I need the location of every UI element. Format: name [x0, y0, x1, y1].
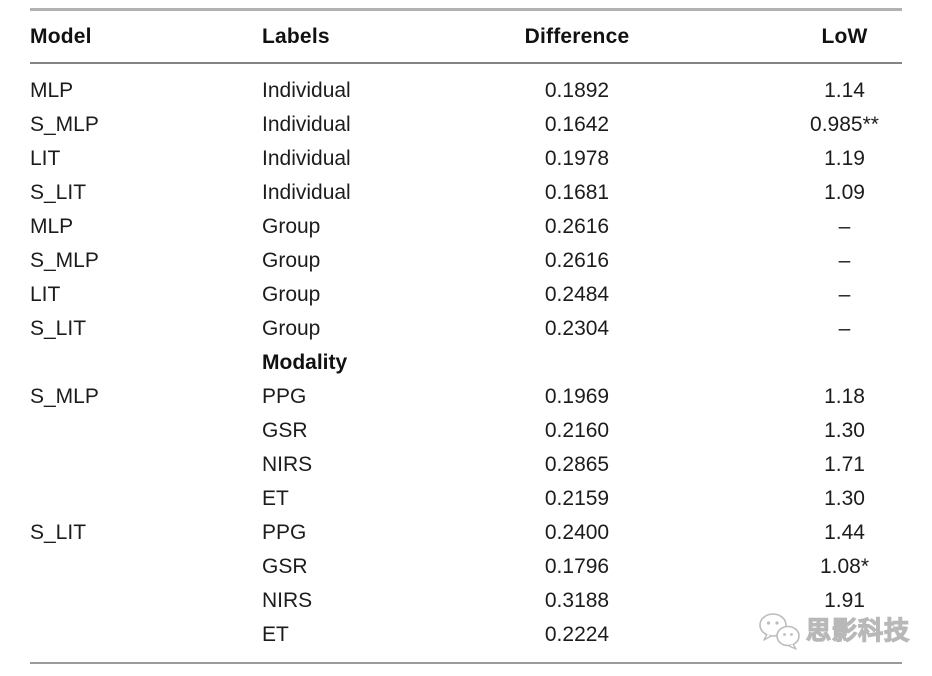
cell-difference: 0.1969 — [544, 385, 610, 408]
table-row: S_MLP Group 0.2616 – — [30, 244, 902, 278]
table-row: LIT Group 0.2484 – — [30, 278, 902, 312]
table-row: Modality — [30, 346, 902, 380]
column-header-model: Model — [30, 24, 92, 48]
table-row: S_LIT Group 0.2304 – — [30, 312, 902, 346]
table-row: NIRS 0.3188 1.91 — [30, 584, 902, 618]
cell-labels: Individual — [262, 147, 351, 170]
cell-labels: NIRS — [262, 453, 313, 476]
cell-difference: 0.1978 — [544, 147, 610, 170]
cell-labels: Modality — [262, 351, 348, 374]
cell-difference: 0.1892 — [544, 79, 610, 102]
cell-low: 1.19 — [824, 147, 865, 170]
cell-low: – — [838, 283, 851, 306]
cell-labels: Group — [262, 215, 321, 238]
cell-model: S_LIT — [30, 521, 87, 544]
cell-low: 1.30 — [824, 487, 865, 510]
cell-low: 1.44 — [824, 521, 865, 544]
table-row: GSR 0.1796 1.08* — [30, 550, 902, 584]
table-row: S_LIT Individual 0.1681 1.09 — [30, 176, 902, 210]
cell-labels: ET — [262, 623, 289, 646]
header-rule — [30, 62, 902, 64]
cell-low: 1.18 — [824, 385, 865, 408]
cell-difference: 0.2224 — [544, 623, 610, 646]
cell-labels: PPG — [262, 385, 307, 408]
top-rule — [30, 8, 902, 11]
watermark: 思影科技 — [757, 610, 910, 652]
cell-model: LIT — [30, 283, 61, 306]
cell-low: 1.71 — [824, 453, 865, 476]
cell-low: 1.09 — [824, 181, 865, 204]
data-table: Model Labels Difference LoW MLP Individu… — [30, 0, 902, 664]
table-row: S_MLP PPG 0.1969 1.18 — [30, 380, 902, 414]
cell-difference: 0.2484 — [544, 283, 610, 306]
cell-model: MLP — [30, 215, 74, 238]
cell-labels: GSR — [262, 419, 308, 442]
cell-difference: 0.2616 — [544, 249, 610, 272]
cell-difference: 0.2160 — [544, 419, 610, 442]
table-row: ET 0.2224 — [30, 618, 902, 652]
cell-difference: 0.1681 — [544, 181, 610, 204]
cell-difference: 0.1642 — [544, 113, 610, 136]
cell-labels: ET — [262, 487, 289, 510]
cell-model: S_MLP — [30, 249, 99, 272]
cell-labels: Individual — [262, 79, 351, 102]
cell-low: 1.08* — [819, 555, 870, 578]
table-row: GSR 0.2160 1.30 — [30, 414, 902, 448]
cell-low: 0.985** — [810, 113, 879, 136]
cell-labels: Individual — [262, 113, 351, 136]
cell-low: 1.14 — [824, 79, 865, 102]
cell-difference: 0.1796 — [544, 555, 610, 578]
table-row: ET 0.2159 1.30 — [30, 482, 902, 516]
cell-labels: NIRS — [262, 589, 313, 612]
cell-low: – — [838, 249, 851, 272]
cell-labels: GSR — [262, 555, 308, 578]
cell-labels: Group — [262, 283, 321, 306]
table-row: NIRS 0.2865 1.71 — [30, 448, 902, 482]
cell-model: S_LIT — [30, 181, 87, 204]
cell-difference: 0.2865 — [544, 453, 610, 476]
cell-low: 1.30 — [824, 419, 865, 442]
cell-difference: 0.2304 — [544, 317, 610, 340]
cell-labels: PPG — [262, 521, 307, 544]
table-row: LIT Individual 0.1978 1.19 — [30, 142, 902, 176]
cell-model: S_MLP — [30, 385, 99, 408]
column-header-labels: Labels — [262, 24, 330, 48]
cell-model: LIT — [30, 147, 61, 170]
wechat-icon — [759, 613, 800, 650]
table-row: MLP Individual 0.1892 1.14 — [30, 74, 902, 108]
table-body: MLP Individual 0.1892 1.14 S_MLP Individ… — [30, 64, 902, 652]
table-row: S_LIT PPG 0.2400 1.44 — [30, 516, 902, 550]
cell-model: S_LIT — [30, 317, 87, 340]
bottom-rule — [30, 662, 902, 664]
table-row: S_MLP Individual 0.1642 0.985** — [30, 108, 902, 142]
cell-difference: 0.3188 — [544, 589, 610, 612]
table-row: MLP Group 0.2616 – — [30, 210, 902, 244]
cell-model: S_MLP — [30, 113, 99, 136]
cell-labels: Group — [262, 317, 321, 340]
cell-low: – — [838, 215, 851, 238]
cell-low: 1.91 — [824, 589, 865, 612]
cell-difference: 0.2616 — [544, 215, 610, 238]
column-header-low: LoW — [821, 24, 868, 48]
cell-labels: Group — [262, 249, 321, 272]
cell-difference: 0.2159 — [544, 487, 610, 510]
column-header-difference: Difference — [524, 24, 630, 48]
table-header-row: Model Labels Difference LoW — [30, 11, 902, 62]
cell-difference: 0.2400 — [544, 521, 610, 544]
cell-labels: Individual — [262, 181, 351, 204]
cell-model: MLP — [30, 79, 74, 102]
watermark-text: 思影科技 — [805, 616, 910, 645]
cell-low: – — [838, 317, 851, 340]
